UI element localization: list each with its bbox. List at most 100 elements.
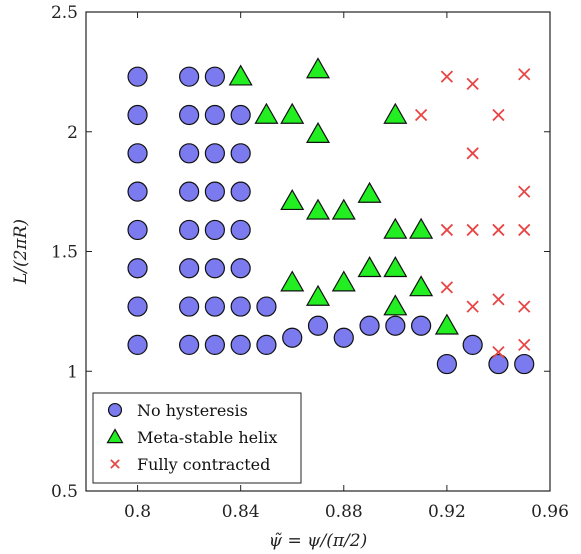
marker-circle (230, 219, 251, 241)
marker-cross (518, 68, 531, 81)
marker-circle (230, 143, 251, 164)
marker-circle (307, 315, 329, 336)
marker-circle (359, 315, 380, 336)
marker-cross (518, 338, 531, 352)
legend: No hysteresis Meta-stable helix Fully cont… (92, 392, 302, 484)
marker-triangle (280, 188, 305, 211)
marker-triangle (305, 57, 331, 79)
y-tick-label: 2.5 (51, 3, 78, 23)
marker-circle (107, 402, 123, 418)
marker-circle (256, 296, 277, 317)
marker-circle (127, 104, 148, 126)
marker-cross (466, 77, 479, 90)
marker-circle (230, 181, 251, 202)
marker-circle (179, 181, 200, 202)
marker-circle (179, 258, 200, 279)
y-tick-label: 0.5 (51, 482, 78, 502)
marker-circle (411, 315, 432, 336)
marker-circle (204, 104, 225, 126)
axis-ticks (86, 11, 551, 492)
marker-triangle (409, 275, 434, 297)
marker-cross (466, 300, 479, 313)
marker-cross (492, 293, 505, 306)
marker-cross (518, 300, 531, 313)
marker-triangle (331, 270, 356, 292)
marker-circle (333, 327, 354, 348)
marker-circle (204, 143, 225, 164)
marker-circle (436, 353, 457, 375)
marker-circle (204, 181, 225, 202)
marker-circle (204, 334, 225, 356)
marker-cross (492, 345, 505, 359)
marker-circle (204, 66, 225, 87)
marker-triangle (409, 217, 434, 239)
marker-cross (518, 223, 531, 237)
marker-triangle (434, 313, 459, 335)
marker-cross (466, 147, 479, 160)
legend-entry-label: No hysteresis (137, 401, 248, 420)
marker-triangle (305, 284, 331, 306)
marker-cross (440, 70, 454, 83)
legend-box (92, 392, 302, 484)
y-tick-label: 2 (67, 123, 78, 143)
marker-triangle (228, 64, 253, 86)
marker-circle (204, 258, 225, 279)
x-tick-label: 0.84 (222, 502, 260, 522)
marker-triangle (383, 294, 408, 316)
legend-entry-label: Meta-stable helix (137, 428, 277, 447)
marker-circle (127, 66, 148, 87)
marker-circle (127, 219, 148, 241)
marker-triangle (280, 102, 305, 124)
x-axis-label: ψ̃ = ψ/(π/2) (269, 531, 367, 551)
marker-cross (414, 108, 428, 122)
marker-triangle (280, 270, 305, 292)
marker-circle (179, 104, 200, 126)
marker-circle (385, 315, 406, 336)
marker-triangle (254, 102, 279, 124)
axis-tick-labels: 0.8 0.84 0.88 0.92 0.96 0.5 1 1.5 2 2.5 (51, 3, 569, 522)
marker-triangle (357, 181, 382, 203)
marker-circle (204, 219, 225, 241)
marker-circle (127, 181, 148, 202)
marker-circle (127, 296, 148, 317)
marker-cross (518, 185, 531, 198)
marker-circle (179, 219, 200, 241)
marker-triangle (305, 121, 331, 143)
x-tick-label: 0.96 (531, 502, 569, 522)
marker-circle (204, 296, 225, 317)
marker-circle (256, 334, 277, 356)
x-tick-label: 0.88 (325, 502, 363, 522)
marker-circle (488, 353, 509, 375)
marker-cross (440, 281, 454, 294)
marker-cross (440, 223, 454, 237)
legend-entry-label: Fully contracted (137, 455, 270, 474)
marker-circle (179, 143, 200, 164)
marker-triangle (106, 428, 124, 444)
marker-circle (127, 143, 148, 164)
marker-triangle (383, 217, 408, 239)
marker-circle (127, 258, 148, 279)
marker-circle (179, 66, 200, 87)
y-tick-label: 1 (67, 362, 78, 382)
marker-circle (179, 296, 200, 317)
marker-circle (230, 334, 251, 356)
marker-cross (492, 108, 505, 122)
marker-triangle (383, 102, 408, 124)
marker-triangle (383, 256, 408, 278)
x-tick-label: 0.8 (124, 502, 151, 522)
marker-circle (462, 334, 483, 356)
y-tick-label: 1.5 (51, 243, 78, 263)
marker-circle (230, 296, 251, 317)
y-axis-label: L/(2πR) (11, 219, 31, 285)
marker-triangle (357, 256, 382, 278)
marker-circle (127, 334, 148, 356)
marker-circle (282, 327, 303, 348)
marker-cross (466, 223, 479, 237)
marker-triangle (305, 198, 331, 220)
marker-cross (492, 223, 505, 237)
marker-circle (179, 334, 200, 356)
marker-cross (110, 459, 120, 469)
marker-circle (230, 258, 251, 279)
marker-circle (514, 353, 535, 375)
